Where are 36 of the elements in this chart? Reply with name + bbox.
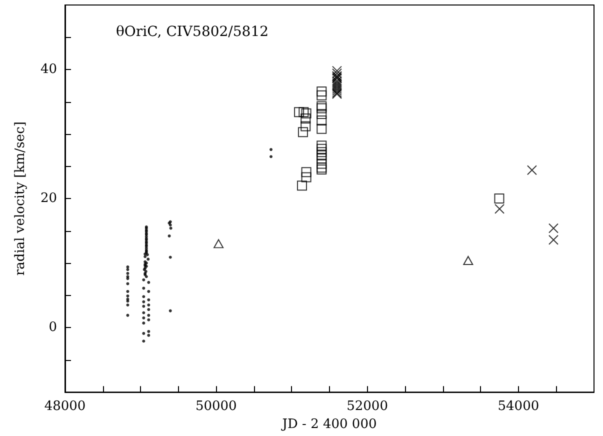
point bbox=[214, 239, 224, 248]
x-tick-label: 52000 bbox=[346, 399, 388, 414]
point bbox=[494, 204, 505, 214]
x-tick-label: 48000 bbox=[44, 399, 86, 414]
point bbox=[316, 144, 327, 154]
point bbox=[316, 90, 327, 100]
y-axis-title: radial velocity [km/sec] bbox=[13, 122, 28, 276]
point bbox=[294, 107, 304, 118]
point bbox=[301, 108, 312, 118]
point bbox=[296, 180, 307, 191]
point bbox=[298, 127, 308, 138]
point bbox=[463, 256, 474, 265]
point bbox=[301, 172, 312, 182]
point bbox=[270, 148, 273, 152]
point bbox=[526, 165, 537, 176]
point bbox=[494, 194, 504, 204]
y-tick-label: 0 bbox=[48, 320, 57, 336]
point bbox=[298, 107, 309, 118]
point bbox=[316, 158, 327, 169]
point bbox=[300, 121, 311, 132]
point bbox=[316, 140, 327, 151]
point bbox=[316, 150, 327, 160]
x-tick-label: 54000 bbox=[498, 399, 540, 414]
text: θOriC, CIV5802/5812 bbox=[116, 24, 269, 40]
point bbox=[270, 155, 273, 158]
x-axis-title: JD - 2 400 000 bbox=[280, 417, 377, 432]
y-tick-label: 40 bbox=[40, 62, 57, 78]
point bbox=[301, 167, 312, 178]
point bbox=[316, 124, 327, 134]
point bbox=[316, 109, 327, 120]
point bbox=[300, 114, 311, 124]
point bbox=[316, 147, 327, 158]
x-tick-label: 50000 bbox=[195, 399, 237, 414]
point bbox=[316, 115, 327, 126]
point bbox=[316, 86, 327, 96]
y-tick-label: 20 bbox=[40, 191, 57, 206]
